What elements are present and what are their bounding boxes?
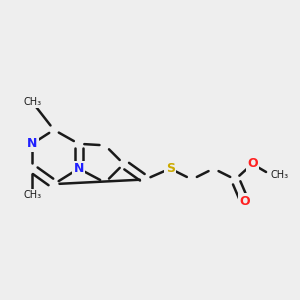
Text: O: O bbox=[239, 195, 250, 208]
Text: CH₃: CH₃ bbox=[23, 97, 41, 107]
Text: N: N bbox=[27, 137, 38, 150]
Text: O: O bbox=[247, 158, 258, 170]
Text: N: N bbox=[74, 162, 84, 175]
Text: S: S bbox=[166, 162, 175, 175]
Text: CH₃: CH₃ bbox=[271, 170, 289, 180]
Text: CH₃: CH₃ bbox=[23, 190, 41, 200]
